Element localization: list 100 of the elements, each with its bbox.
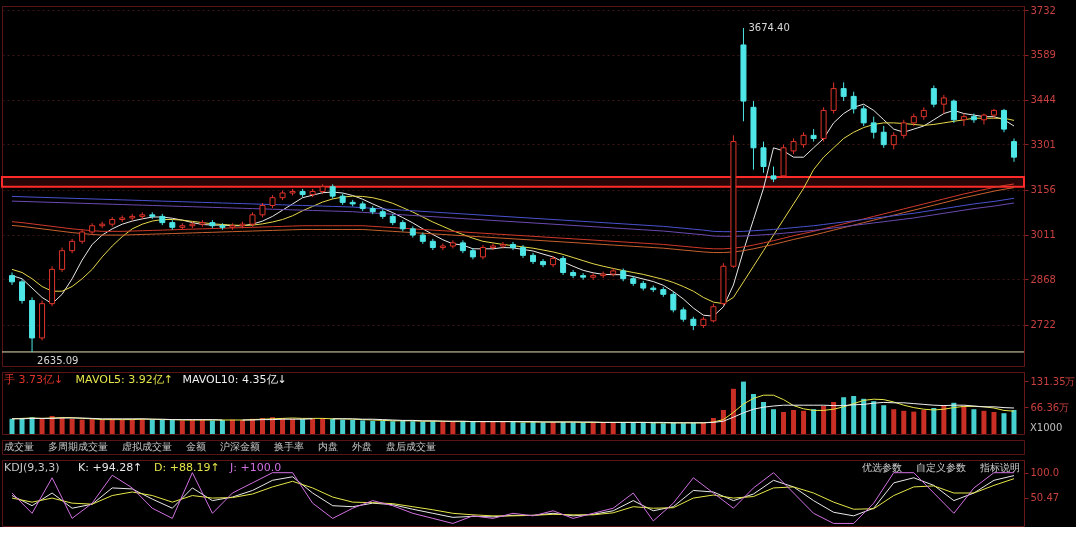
bar (179, 420, 185, 434)
series-label: D: +88.19↑ (154, 461, 220, 474)
bar (700, 422, 706, 434)
annotation: 2635.09 (37, 354, 79, 366)
y-tick-label: 2722 (1030, 319, 1056, 331)
bar (350, 420, 356, 434)
bar (530, 422, 536, 434)
bar (851, 396, 857, 434)
bar (139, 418, 145, 434)
candlestick (1000, 108, 1007, 133)
candlestick (560, 255, 567, 276)
bar (380, 420, 386, 434)
y-tick-label: 2868 (1030, 273, 1056, 285)
bar (360, 420, 366, 434)
annotation: 3674.40 (748, 22, 790, 34)
candlestick (880, 125, 887, 149)
text: 成交量 (4, 441, 34, 452)
bar (440, 421, 446, 434)
bar (670, 422, 676, 434)
y-tick-label: 3156 (1030, 184, 1056, 196)
bar (730, 388, 736, 434)
text: X1000 (1030, 422, 1063, 433)
bar (310, 418, 316, 434)
bar (470, 422, 476, 434)
text: 内盘 (318, 441, 338, 452)
bar (340, 419, 346, 434)
series-label: K: +94.28↑ (78, 461, 143, 474)
bar (209, 420, 215, 434)
candlestick (850, 91, 857, 115)
y-tick-label: 3732 (1030, 4, 1056, 16)
bar (420, 421, 426, 434)
bar (430, 421, 436, 434)
bar (510, 422, 516, 434)
bar (821, 406, 827, 434)
bar (891, 409, 897, 434)
bar (981, 410, 987, 434)
bar (109, 418, 115, 434)
bar (590, 422, 596, 434)
bar (1001, 413, 1007, 434)
y-tick-label: 3011 (1030, 229, 1056, 241)
chart-title: KDJ(9,3,3) (4, 461, 60, 474)
candlestick (9, 271, 16, 286)
y-tick-label: 3444 (1030, 94, 1056, 106)
y-tick-label: 66.36万 (1030, 401, 1070, 413)
bar (550, 422, 556, 434)
candlestick (940, 94, 947, 115)
bar (881, 405, 887, 434)
candlestick (900, 119, 907, 139)
candlestick (510, 241, 516, 251)
bar (189, 420, 195, 434)
bar (600, 422, 606, 434)
annotation: 优选参数 (862, 462, 902, 473)
bar (761, 402, 766, 434)
candlestick (970, 113, 977, 124)
candlestick (960, 113, 967, 127)
bar (640, 422, 646, 434)
bar (650, 422, 656, 434)
text: 多周期成交量 (48, 441, 108, 452)
bar (610, 422, 616, 434)
candlestick (930, 84, 937, 108)
bar (169, 419, 175, 434)
bar (771, 409, 777, 434)
bar (660, 423, 666, 434)
bar (99, 420, 105, 434)
bar (991, 412, 997, 434)
bar (750, 394, 756, 434)
bar (59, 418, 65, 434)
bar (149, 419, 155, 434)
bar (239, 420, 245, 434)
bar (871, 401, 877, 434)
bar (861, 398, 867, 434)
candlestick (860, 105, 867, 127)
bar (931, 408, 937, 434)
text: 盘后成交量 (386, 441, 436, 452)
bar (450, 422, 456, 434)
candlestick (670, 291, 677, 313)
bar (1011, 410, 1017, 434)
bar (901, 410, 907, 434)
bar (500, 422, 506, 434)
candlestick (870, 116, 877, 139)
y-tick-label: 3301 (1030, 138, 1056, 150)
bar (560, 422, 566, 434)
y-tick-label: 100.0 (1030, 467, 1060, 479)
bar (79, 419, 85, 434)
bar (159, 420, 165, 434)
bar (620, 422, 626, 434)
candlestick (710, 303, 717, 323)
bar (580, 422, 586, 434)
y-tick-label: 3589 (1030, 49, 1056, 61)
bar (69, 418, 75, 434)
bar (300, 419, 306, 434)
bar (400, 420, 406, 434)
bar (390, 421, 396, 434)
bar (119, 419, 125, 434)
bar (410, 421, 416, 434)
candlestick (840, 81, 847, 102)
bar (690, 422, 696, 434)
bar (911, 411, 917, 434)
candlestick (59, 247, 66, 273)
bar (219, 420, 225, 434)
